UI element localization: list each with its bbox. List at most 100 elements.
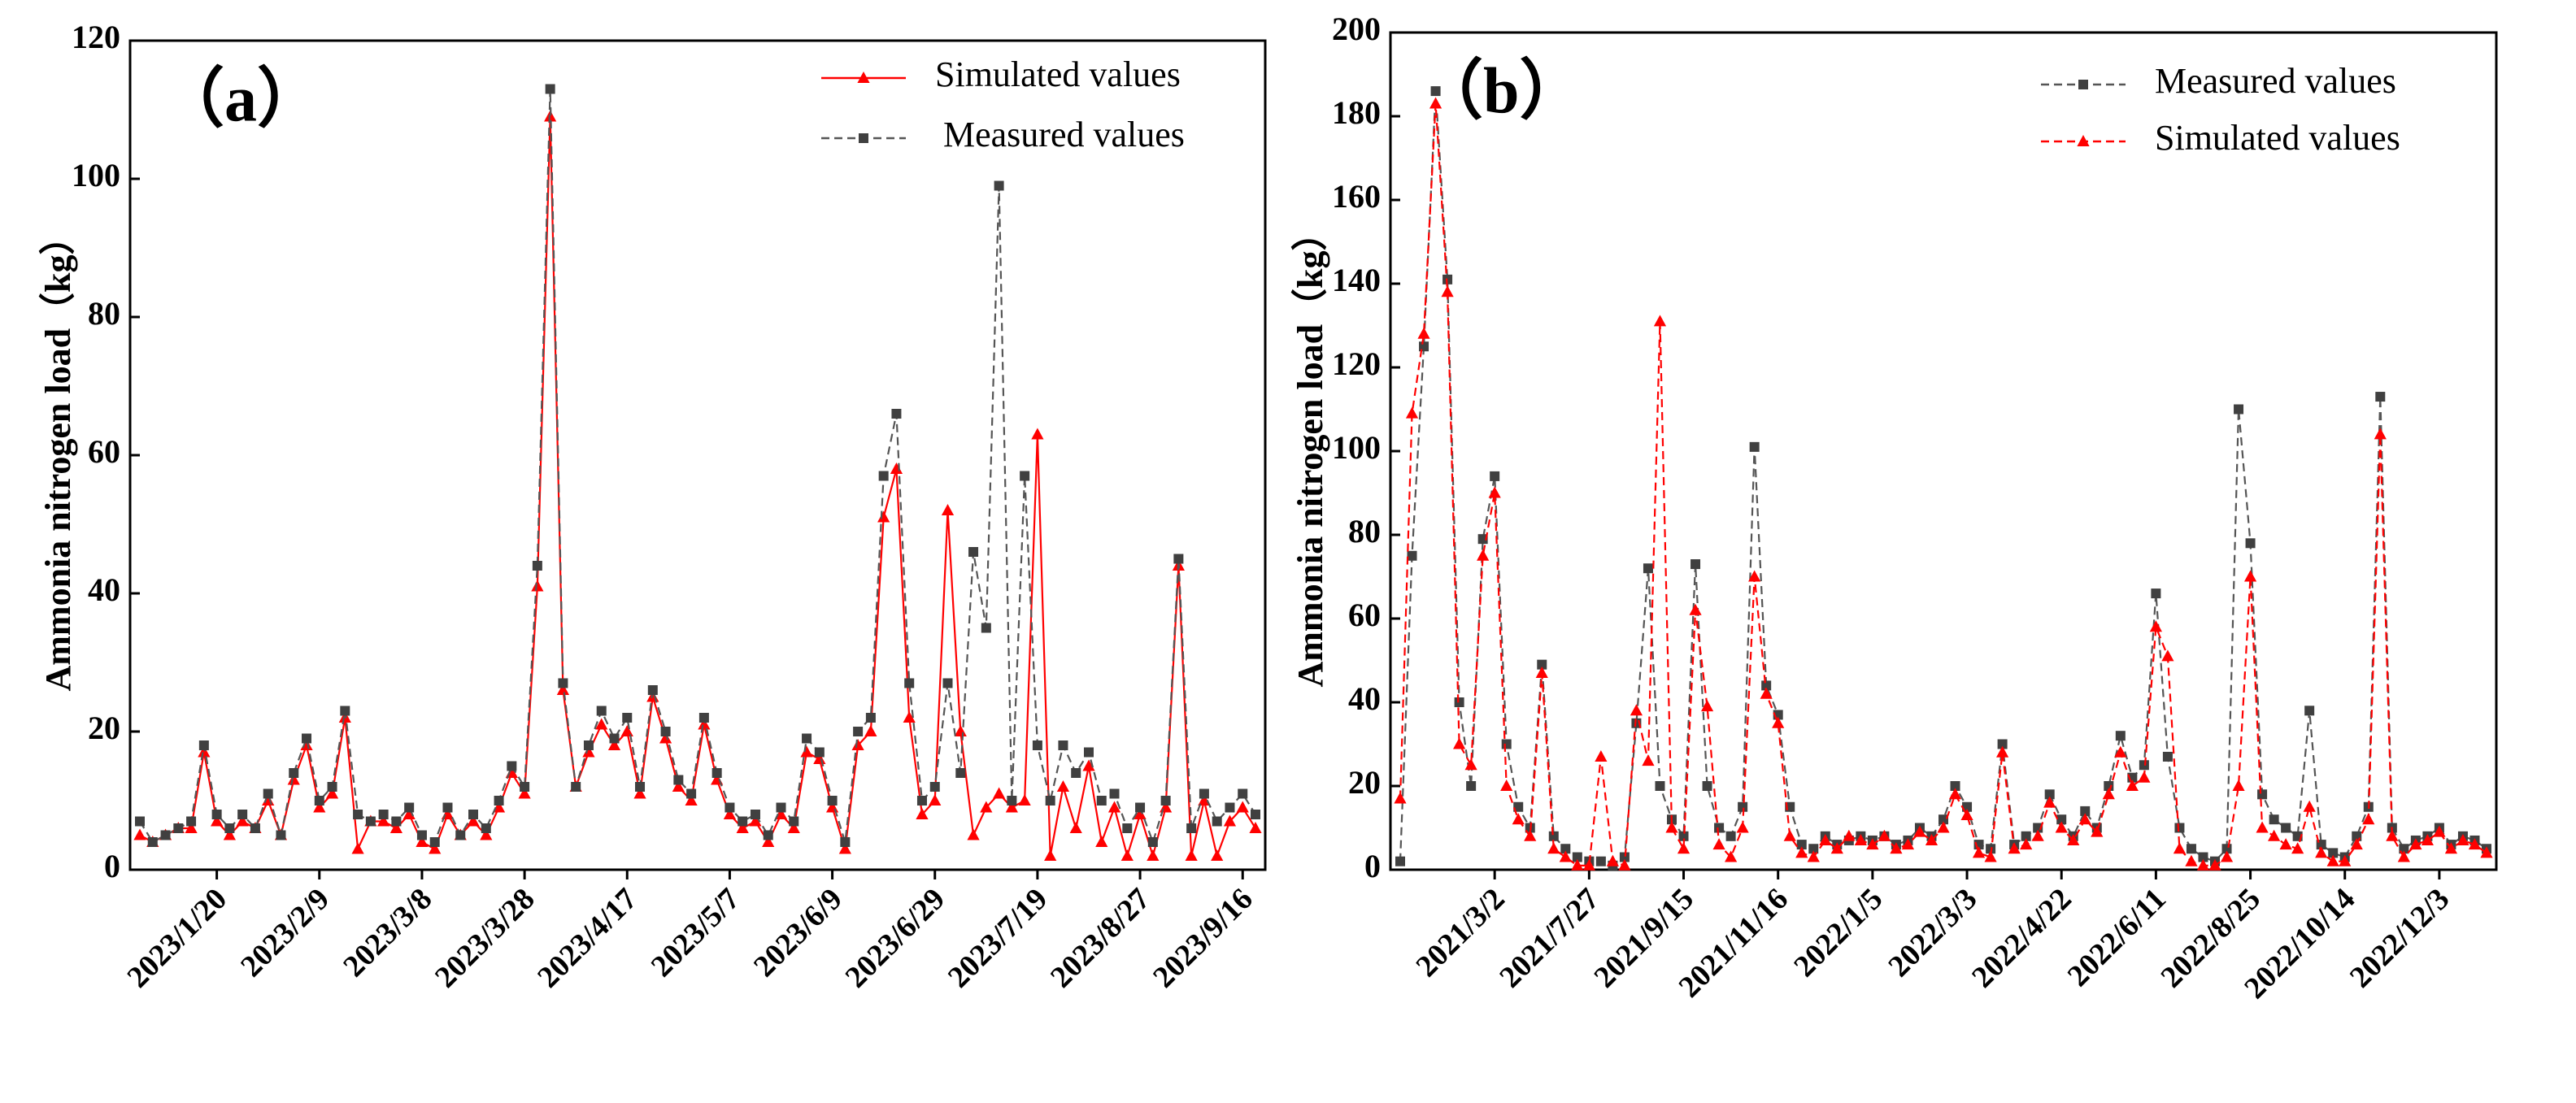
marker — [1630, 704, 1643, 716]
marker — [1441, 285, 1454, 297]
marker — [582, 745, 595, 758]
marker — [2350, 838, 2363, 850]
marker — [853, 727, 864, 736]
marker — [1582, 858, 1595, 871]
marker — [1890, 842, 1903, 854]
marker — [1186, 823, 1197, 833]
marker — [1109, 788, 1120, 799]
x-tick-label: 2022/4/22 — [1965, 882, 2078, 995]
x-tick-label: 2023/4/17 — [531, 882, 644, 995]
marker — [1677, 842, 1690, 854]
marker — [2021, 831, 2031, 841]
marker — [1394, 792, 1407, 804]
marker — [1547, 842, 1560, 854]
marker — [1096, 796, 1107, 806]
marker — [1044, 849, 1057, 861]
marker — [2268, 829, 2281, 841]
y-tick-label: 100 — [1332, 429, 1381, 466]
marker — [2326, 854, 2339, 866]
marker — [698, 713, 709, 723]
marker — [237, 810, 248, 819]
marker — [1249, 822, 1262, 833]
marker — [2162, 751, 2173, 762]
y-tick-label: 0 — [104, 848, 120, 884]
marker — [1236, 801, 1249, 813]
marker — [2055, 821, 2068, 833]
marker — [1500, 779, 1513, 791]
marker — [1464, 758, 1477, 771]
marker — [1655, 781, 1665, 791]
marker — [147, 837, 158, 847]
marker — [2151, 588, 2161, 599]
marker — [1618, 858, 1631, 871]
marker — [1095, 836, 1108, 847]
marker — [967, 828, 980, 840]
marker — [1736, 821, 1749, 833]
marker — [160, 830, 171, 840]
marker — [762, 836, 775, 847]
y-tick-label: 160 — [1332, 178, 1381, 215]
marker — [1738, 801, 1748, 812]
marker — [518, 787, 531, 799]
marker — [1986, 844, 1996, 854]
marker — [1702, 781, 1712, 791]
marker — [223, 828, 236, 840]
x-tick-label: 2023/2/9 — [234, 882, 336, 984]
marker — [1490, 471, 1500, 481]
marker — [916, 808, 929, 819]
marker — [224, 823, 235, 833]
marker — [1395, 856, 1405, 866]
marker — [2149, 620, 2162, 632]
marker — [2339, 854, 2352, 866]
marker — [2281, 823, 2291, 833]
marker — [571, 782, 581, 792]
marker — [391, 816, 402, 827]
marker — [1808, 844, 1819, 854]
marker — [2173, 842, 2187, 854]
marker — [1960, 809, 1973, 821]
marker — [313, 801, 326, 813]
marker — [2456, 833, 2469, 845]
marker — [609, 733, 620, 744]
marker — [276, 830, 286, 840]
marker — [455, 830, 466, 840]
marker — [1997, 739, 2008, 749]
marker — [402, 808, 416, 819]
marker — [904, 678, 915, 688]
legend-label: Measured values — [943, 115, 1185, 154]
marker — [2208, 858, 2221, 871]
marker — [827, 796, 838, 806]
marker — [890, 462, 903, 474]
marker — [1843, 829, 1856, 841]
marker — [1020, 471, 1030, 481]
marker — [1488, 486, 1501, 498]
plot-frame — [1389, 31, 2498, 871]
marker — [1700, 700, 1714, 712]
marker — [1031, 428, 1044, 440]
marker — [583, 740, 594, 750]
x-tick-label: 2023/6/29 — [839, 882, 952, 995]
marker — [711, 768, 722, 778]
marker — [1417, 327, 1430, 339]
marker — [1071, 768, 1081, 778]
marker — [1913, 825, 1926, 837]
marker — [1595, 856, 1606, 866]
marker — [1939, 814, 1948, 825]
marker — [2256, 821, 2269, 833]
marker — [2008, 842, 2021, 854]
y-tick-label: 140 — [1332, 262, 1381, 298]
x-tick-label: 2023/7/19 — [942, 882, 1055, 995]
marker — [1405, 406, 1419, 419]
marker — [2067, 833, 2080, 845]
y-tick-label: 120 — [1332, 345, 1381, 382]
marker — [2269, 814, 2279, 825]
marker — [2126, 779, 2139, 791]
marker — [2174, 823, 2185, 833]
marker — [2397, 850, 2410, 862]
marker — [814, 747, 825, 758]
marker — [1238, 788, 1248, 799]
marker — [955, 768, 966, 778]
marker — [198, 740, 209, 750]
marker — [660, 727, 671, 736]
marker — [211, 814, 224, 827]
